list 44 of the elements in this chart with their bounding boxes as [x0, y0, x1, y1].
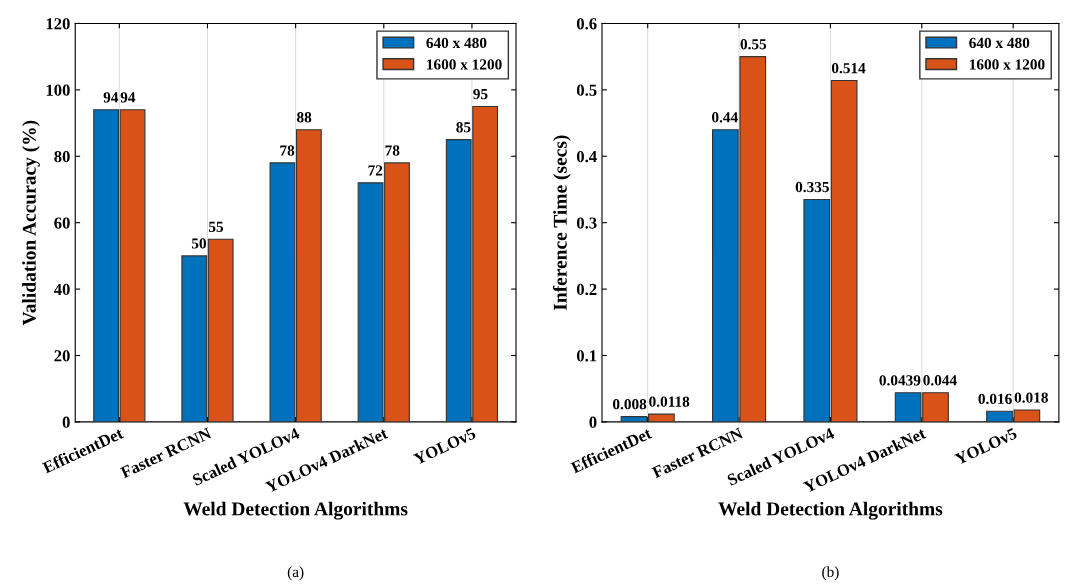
data-label: 85: [456, 122, 471, 133]
y-axis-title: Validation Accuracy (%): [22, 120, 40, 326]
data-label: 88: [297, 112, 312, 123]
legend-label: 1600 x 1200: [427, 59, 502, 70]
data-label: 78: [280, 145, 295, 156]
legend-label: 640 x 480: [969, 37, 1030, 49]
data-label: 94: [103, 92, 119, 103]
data-label: 0.514: [831, 62, 866, 74]
y-tick-label: 0: [62, 416, 70, 428]
y-tick-label: 120: [46, 18, 70, 30]
data-label: 0.008: [612, 399, 647, 410]
data-label: 0.55: [740, 39, 767, 50]
x-axis-title: Weld Detection Algorithms: [183, 501, 408, 520]
y-tick-label: 0.1: [576, 350, 597, 362]
y-tick-label: 0.6: [576, 18, 597, 30]
y-tick-label: 60: [54, 217, 70, 229]
data-label: 72: [368, 165, 383, 176]
x-axis-title: Weld Detection Algorithms: [718, 501, 943, 520]
data-label: 0.0118: [649, 396, 690, 407]
y-tick-label: 100: [46, 84, 70, 96]
y-tick-label: 0.5: [576, 84, 597, 96]
data-label: 95: [473, 88, 488, 100]
y-tick-label: 20: [54, 350, 70, 362]
data-label: 0.44: [712, 112, 738, 123]
data-label: 55: [208, 221, 224, 233]
y-tick-label: 0.3: [576, 217, 597, 229]
legend-label: 1600 x 1200: [969, 59, 1045, 70]
text: (b): [822, 566, 839, 581]
data-label: 0.335: [795, 181, 829, 193]
y-tick-label: 0: [589, 416, 597, 428]
data-label: 50: [191, 238, 207, 249]
data-label: 0.044: [923, 375, 957, 386]
data-label: 0.016: [978, 393, 1012, 405]
text: (a): [287, 566, 304, 581]
data-label: 0.0439: [879, 375, 921, 386]
y-tick-label: 80: [54, 150, 70, 163]
y-tick-label: 0.2: [576, 283, 597, 296]
legend-label: 640 x 480: [426, 37, 487, 49]
data-label: 78: [385, 145, 400, 156]
data-label: 0.018: [1014, 392, 1048, 403]
data-label: 94: [120, 92, 136, 103]
y-tick-label: 40: [53, 283, 70, 296]
y-axis-title: Inference Time (secs): [552, 135, 571, 311]
y-tick-label: 0.4: [576, 150, 597, 163]
